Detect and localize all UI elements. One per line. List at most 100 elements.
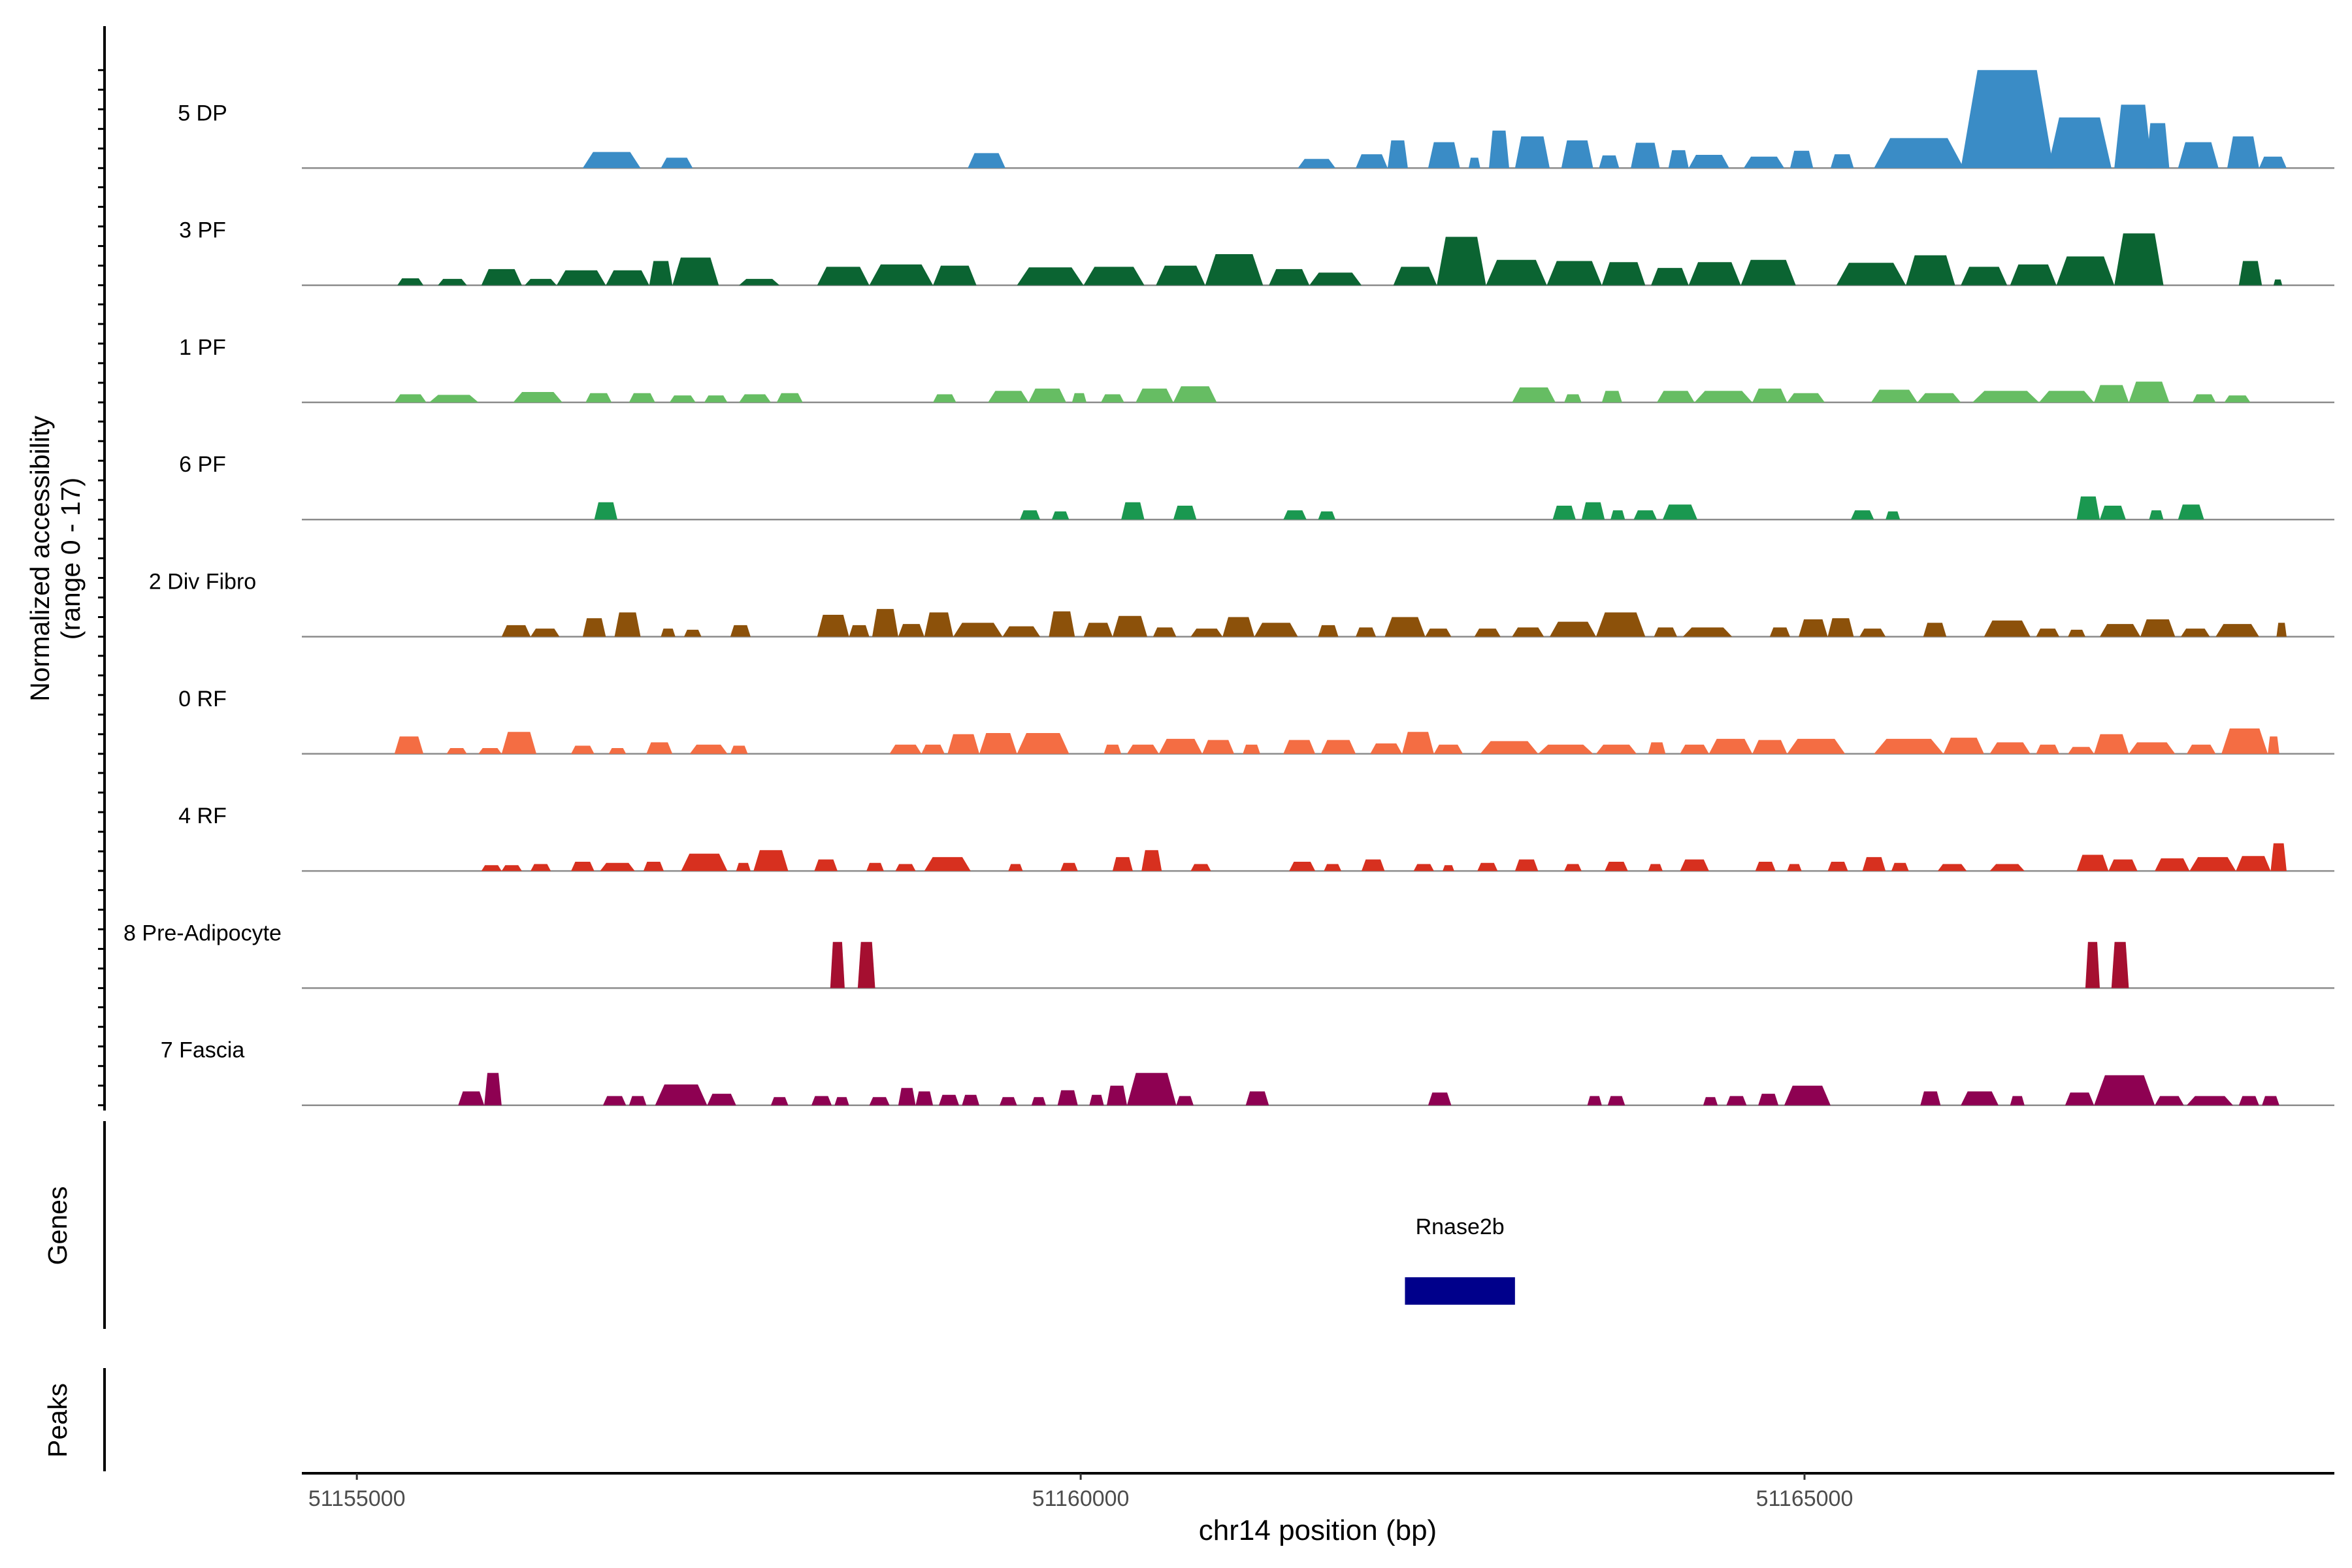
- coverage-peak: [1008, 864, 1023, 872]
- coverage-peak: [2056, 256, 2115, 286]
- coverage-peak: [608, 748, 627, 754]
- coverage-peak: [1595, 744, 1637, 754]
- coverage-peak: [2238, 261, 2262, 286]
- coverage-peak: [1688, 155, 1729, 169]
- coverage-peak: [1413, 864, 1434, 872]
- coverage-peak: [2094, 734, 2129, 754]
- coverage-peak: [2221, 728, 2268, 754]
- peaks-panel-label: Peaks: [42, 1383, 73, 1458]
- coverage-peak: [458, 1091, 485, 1105]
- coverage-peak: [1961, 267, 2008, 286]
- track-label: 8 Pre-Adipocyte: [123, 921, 282, 945]
- coverage-peak: [2065, 1092, 2095, 1105]
- coverage-peak: [1049, 611, 1075, 637]
- coverage-peak: [739, 278, 780, 286]
- coverage-peak: [1688, 262, 1741, 286]
- gene-body: [1405, 1277, 1515, 1305]
- coverage-peak: [1601, 391, 1622, 402]
- coverage-peak: [2238, 1096, 2259, 1105]
- coverage-peak: [629, 1096, 647, 1105]
- coverage-peak: [2129, 742, 2176, 754]
- coverage-peak: [2262, 1096, 2279, 1105]
- coverage-peak: [1089, 1094, 1104, 1105]
- coverage-peak: [1017, 733, 1070, 754]
- coverage-peak: [869, 1097, 890, 1105]
- coverage-peak: [1437, 237, 1486, 286]
- track-7: 4 RF: [178, 804, 2334, 872]
- track-5: 2 Div Fibro: [149, 570, 2334, 638]
- coverage-peak: [1387, 140, 1408, 169]
- track-8: 8 Pre-Adipocyte: [123, 921, 2334, 989]
- coverage-peak: [1769, 627, 1790, 637]
- coverage-peak: [915, 1091, 934, 1105]
- coverage-peak: [2259, 156, 2287, 169]
- coverage-peak: [1017, 267, 1084, 286]
- coverage-peak: [1176, 1096, 1194, 1105]
- coverage-peak: [1546, 261, 1602, 286]
- coverage-peak: [2140, 619, 2176, 637]
- coverage-peak: [1920, 1091, 1941, 1105]
- coverage-peak: [681, 853, 728, 872]
- coverage-peak: [2039, 391, 2095, 402]
- coverage-peak: [704, 395, 728, 402]
- coverage-peak: [1648, 742, 1666, 754]
- coverage-peak: [921, 744, 945, 754]
- coverage-peak: [1051, 511, 1070, 520]
- coverage-peak: [730, 745, 748, 754]
- track-2: 3 PF: [179, 218, 2334, 286]
- coverage-peak: [2108, 859, 2138, 872]
- coverage-peak: [1283, 510, 1307, 520]
- coverage-peak: [501, 732, 536, 754]
- coverage-peak: [1631, 142, 1660, 169]
- coverage-peak: [1480, 741, 1539, 754]
- coverage-peak: [898, 1088, 916, 1105]
- coverage-peak: [1989, 864, 2025, 872]
- coverage-peak: [1668, 150, 1689, 169]
- y-axis-label-line2: (range 0 - 17): [56, 478, 86, 640]
- coverage-peak: [1870, 389, 1918, 402]
- coverage-peak: [1587, 1096, 1602, 1105]
- coverage-peak: [1283, 740, 1316, 754]
- coverage-peak: [1205, 254, 1264, 286]
- coverage-peak: [646, 742, 673, 754]
- coverage-peak: [1972, 391, 2039, 402]
- coverage-peak: [1561, 140, 1593, 169]
- coverage-peak: [557, 270, 606, 286]
- coverage-peak: [869, 264, 934, 286]
- coverage-peak: [1202, 740, 1234, 754]
- track-label: 4 RF: [178, 804, 227, 828]
- coverage-peak: [582, 152, 641, 169]
- coverage-peak: [2111, 941, 2129, 988]
- coverage-peak: [2094, 385, 2129, 402]
- coverage-peak: [1443, 865, 1454, 872]
- coverage-peak: [394, 736, 424, 754]
- coverage-peak: [1607, 1096, 1625, 1105]
- coverage-peak: [429, 395, 479, 402]
- coverage-peak: [1141, 850, 1162, 872]
- coverage-peak: [1708, 738, 1753, 754]
- coverage-peak: [1158, 738, 1203, 754]
- x-tick-label: 51165000: [1756, 1486, 1854, 1511]
- coverage-peak: [2114, 105, 2152, 169]
- coverage-peak: [1514, 136, 1550, 169]
- coverage-peak: [1886, 511, 1901, 520]
- coverage-peak: [1245, 1091, 1269, 1105]
- coverage-peak: [834, 1097, 849, 1105]
- coverage-peak: [1564, 864, 1582, 872]
- coverage-peak: [1298, 159, 1336, 169]
- coverage-peak: [933, 265, 977, 286]
- coverage-peak: [1836, 263, 1906, 286]
- coverage-peak: [1289, 862, 1316, 872]
- coverage-peak: [1057, 1090, 1078, 1105]
- coverage-peak: [830, 941, 845, 988]
- track-label: 6 PF: [179, 452, 226, 477]
- coverage-peak: [1402, 732, 1434, 754]
- coverage-peak: [1752, 740, 1788, 754]
- coverage-peak: [1680, 744, 1709, 754]
- coverage-peak: [525, 278, 557, 286]
- coverage-peak: [2227, 136, 2259, 169]
- coverage-peak: [1862, 857, 1886, 872]
- coverage-peak: [2224, 395, 2251, 402]
- coverage-peak: [1961, 70, 2054, 169]
- coverage-peak: [1740, 259, 1796, 286]
